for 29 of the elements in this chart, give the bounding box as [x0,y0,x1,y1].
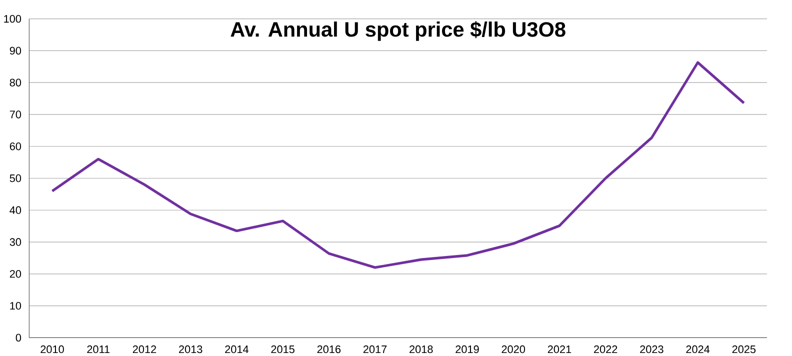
y-tick-label: 70 [10,110,22,118]
x-tick-label: 2010 [40,345,64,353]
x-tick-label: 2016 [317,345,341,353]
y-tick-label: 50 [10,174,22,182]
x-tick-label: 2019 [456,345,479,353]
x-tick-label: 2020 [502,345,526,353]
y-tick-label: 30 [10,238,22,246]
x-tick-label: 2012 [132,345,156,353]
y-tick-label: 0 [16,334,22,342]
line-series [50,61,746,269]
y-tick-label: 40 [10,206,22,214]
x-tick-label: 2021 [548,345,572,353]
x-tick-label: 2025 [732,345,756,353]
x-tick-label: 2013 [179,345,202,353]
x-tick-label: 2014 [225,345,248,353]
y-tick-label: 80 [10,78,22,86]
x-tick-label: 2011 [87,345,110,353]
y-tick-label: 60 [10,142,22,150]
y-tick-label: 20 [10,270,22,278]
x-tick-label: 2017 [363,345,387,353]
x-tick-label: 2024 [686,345,710,353]
y-tick-label: 90 [10,46,22,54]
chart-title: Av. Annual U spot price $/lb U3O8 [230,20,566,41]
x-tick-label: 2018 [410,345,433,353]
y-tick-label: 100 [4,14,22,22]
y-tick-label: 10 [10,302,22,310]
x-tick-label: 2022 [594,345,618,353]
x-tick-label: 2023 [640,345,664,353]
x-tick-label: 2015 [271,345,294,353]
